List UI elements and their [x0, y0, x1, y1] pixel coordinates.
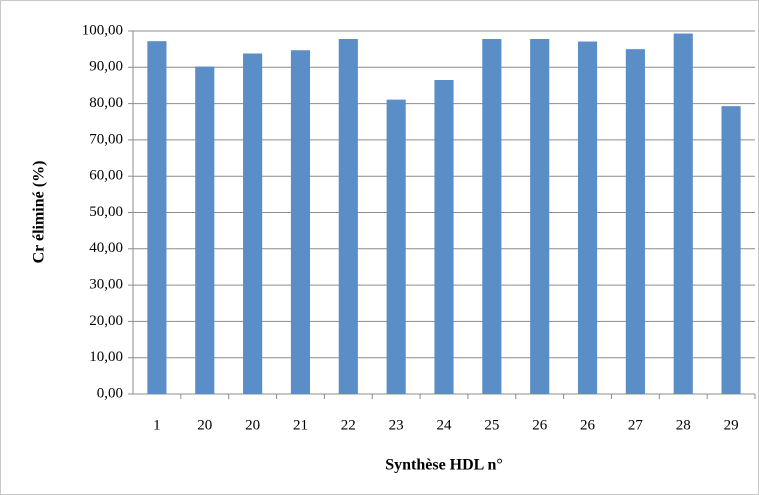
x-tick-label: 22: [341, 417, 356, 433]
x-tick-label: 25: [484, 417, 499, 433]
x-tick-label: 29: [724, 417, 739, 433]
x-tick-label: 28: [676, 417, 691, 433]
y-tick-label: 0,00: [97, 385, 123, 401]
bar: [577, 41, 598, 394]
x-tick-label: 20: [197, 417, 212, 433]
x-axis-title: Synthèse HDL n°: [385, 457, 503, 474]
bar: [625, 49, 645, 395]
y-tick-label: 20,00: [89, 313, 123, 329]
bar: [673, 33, 693, 394]
bar: [721, 106, 741, 395]
x-tick-label: 23: [389, 417, 404, 433]
y-tick-label: 80,00: [89, 95, 123, 111]
x-tick-label: 21: [293, 417, 308, 433]
x-tick-label: 26: [580, 417, 596, 433]
x-tick-label: 27: [628, 417, 644, 433]
bar: [290, 50, 311, 394]
y-tick-label: 10,00: [89, 349, 123, 365]
bar: [434, 80, 454, 394]
y-tick-label: 60,00: [89, 168, 123, 184]
y-tick-label: 30,00: [89, 277, 123, 293]
x-tick-label: 1: [153, 417, 161, 433]
bar: [195, 66, 215, 394]
bar: [386, 99, 406, 395]
x-tick-label: 24: [437, 417, 453, 433]
bar: [482, 38, 502, 395]
y-tick-label: 40,00: [89, 240, 123, 256]
y-tick-label: 50,00: [89, 204, 123, 220]
x-tick-label: 26: [532, 417, 548, 433]
bar: [530, 38, 550, 395]
bar: [243, 53, 263, 394]
y-tick-label: 90,00: [89, 59, 123, 75]
x-tick-label: 20: [245, 417, 260, 433]
bar: [147, 41, 167, 394]
y-axis-title: Cr éliminé (%): [31, 161, 48, 264]
bar: [338, 38, 358, 395]
y-tick-label: 70,00: [89, 131, 123, 147]
y-tick-label: 100,00: [82, 22, 123, 38]
